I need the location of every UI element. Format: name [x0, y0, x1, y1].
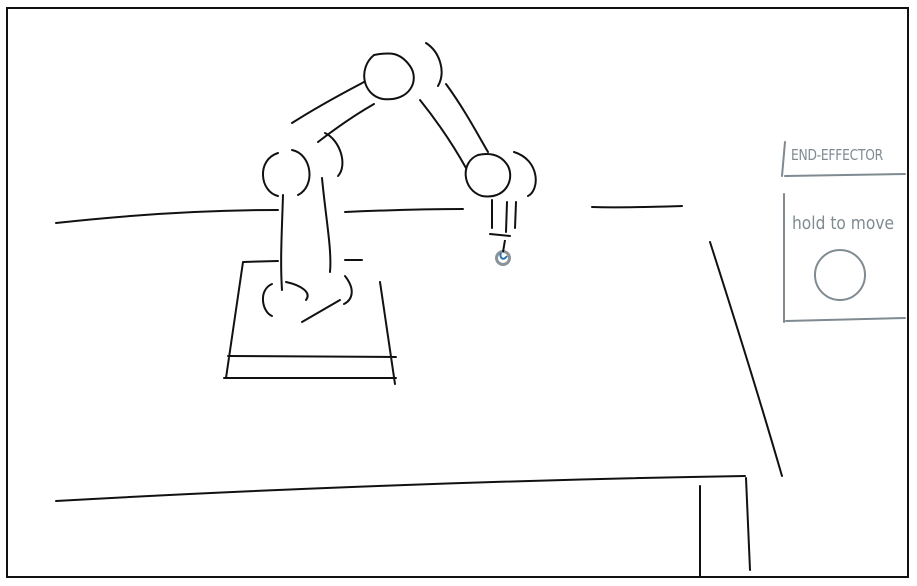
forearm-link — [419, 83, 489, 169]
upper-link — [291, 81, 375, 143]
table-back-edge-left — [55, 209, 279, 224]
table-leg-right — [745, 477, 751, 571]
table-back-edge-right — [591, 205, 683, 209]
gripper — [489, 199, 517, 237]
table-back-edge-mid — [344, 208, 464, 213]
wrist-joint — [464, 151, 537, 198]
panel-top-divider — [781, 141, 906, 177]
hold-to-move-hint: hold to move — [792, 213, 895, 234]
lower-link — [280, 177, 332, 291]
robot-base-plate — [223, 259, 397, 385]
panel-outline — [783, 193, 906, 323]
base-joint — [262, 275, 353, 323]
end-effector-title: END-EFFECTOR — [791, 146, 883, 164]
table-right-edge — [709, 241, 783, 477]
shoulder-joint — [262, 132, 344, 197]
elbow-joint — [363, 42, 443, 101]
table-front-edge — [55, 475, 746, 502]
scene-frame — [6, 7, 909, 578]
hold-to-move-button[interactable] — [814, 249, 866, 301]
end-effector-panel: END-EFFECTOR hold to move — [782, 140, 907, 323]
